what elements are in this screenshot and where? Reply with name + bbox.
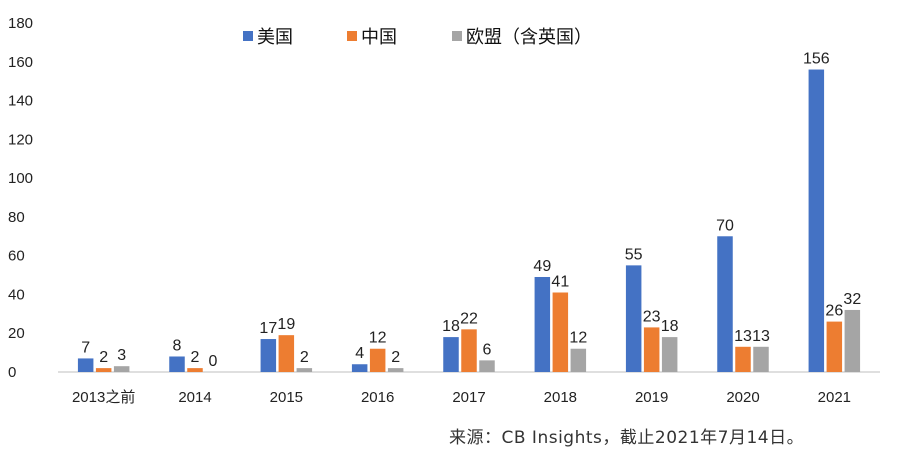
data-label: 18 [661, 318, 679, 335]
bar [187, 368, 203, 372]
bar [717, 236, 733, 372]
data-label: 2 [391, 349, 400, 366]
data-label: 22 [460, 310, 478, 327]
data-label: 26 [825, 303, 843, 320]
x-tick-label: 2016 [361, 389, 394, 406]
bar [552, 292, 569, 372]
bar [113, 366, 130, 372]
x-axis: 2013之前 2014 2015 2016 2017 2018 2019 2020 2021 [58, 371, 880, 406]
data-label: 32 [843, 291, 861, 308]
bar [296, 368, 313, 372]
bar [808, 69, 825, 373]
bar [643, 327, 660, 372]
bar [278, 335, 295, 372]
data-label: 8 [173, 337, 182, 354]
data-label: 12 [369, 330, 387, 347]
x-tick-label: 2013之前 [72, 389, 135, 406]
data-label: 2 [300, 349, 309, 366]
x-tick-label: 2021 [818, 389, 851, 406]
bar [369, 348, 386, 372]
y-axis: 0 20 40 60 80 100 120 140 160 180 [8, 15, 33, 381]
data-label: 3 [117, 347, 126, 364]
data-label: 2 [191, 349, 200, 366]
bar [625, 265, 642, 372]
bar [735, 346, 751, 372]
bar [461, 329, 477, 372]
y-tick-label: 20 [8, 325, 25, 342]
x-tick-label: 2014 [178, 389, 211, 406]
y-tick-label: 60 [8, 248, 25, 265]
data-label: 0 [209, 353, 218, 370]
bar [661, 337, 678, 372]
x-tick-label: 2017 [452, 389, 485, 406]
data-label: 6 [483, 341, 492, 358]
y-tick-label: 80 [8, 209, 25, 226]
bar [169, 356, 185, 372]
bar [95, 368, 112, 372]
bar [443, 337, 459, 372]
bar [844, 309, 861, 372]
bar [479, 360, 495, 372]
y-tick-label: 180 [8, 15, 33, 32]
y-tick-label: 100 [8, 170, 33, 187]
legend-swatch [452, 31, 462, 41]
data-label: 156 [803, 51, 830, 68]
x-tick-label: 2015 [270, 389, 303, 406]
data-label: 70 [716, 217, 734, 234]
data-label: 13 [734, 328, 752, 345]
y-tick-label: 120 [8, 131, 33, 148]
data-label: 7 [81, 339, 90, 356]
data-label: 12 [569, 330, 587, 347]
bar [351, 364, 368, 372]
data-label: 23 [643, 308, 661, 325]
legend-swatch [347, 31, 357, 41]
legend-swatch [243, 31, 253, 41]
legend-label: 中国 [361, 27, 397, 48]
data-label: 4 [355, 345, 364, 362]
x-tick-label: 2019 [635, 389, 668, 406]
y-tick-label: 140 [8, 93, 33, 110]
bar [77, 358, 94, 372]
legend-label: 美国 [257, 27, 293, 48]
source-note: 来源：CB Insights，截止2021年7月14日。 [449, 428, 805, 448]
data-label: 19 [277, 316, 295, 333]
legend: 美国 中国 欧盟（含英国） [243, 27, 592, 48]
legend-label: 欧盟（含英国） [466, 27, 592, 48]
y-tick-label: 160 [8, 54, 33, 71]
bar [753, 346, 769, 372]
data-label: 41 [551, 274, 569, 291]
bar [260, 339, 277, 372]
data-label: 17 [259, 320, 277, 337]
x-tick-label: 2020 [726, 389, 759, 406]
y-tick-label: 0 [8, 364, 16, 381]
bar [387, 368, 404, 372]
data-label: 55 [625, 246, 643, 263]
data-label: 18 [442, 318, 460, 335]
data-label: 2 [99, 349, 108, 366]
bar [570, 348, 587, 372]
data-label: 13 [752, 328, 770, 345]
bar [826, 321, 843, 372]
data-label: 49 [533, 258, 551, 275]
y-tick-label: 40 [8, 286, 25, 303]
x-tick-label: 2018 [544, 389, 577, 406]
bar [534, 276, 551, 372]
